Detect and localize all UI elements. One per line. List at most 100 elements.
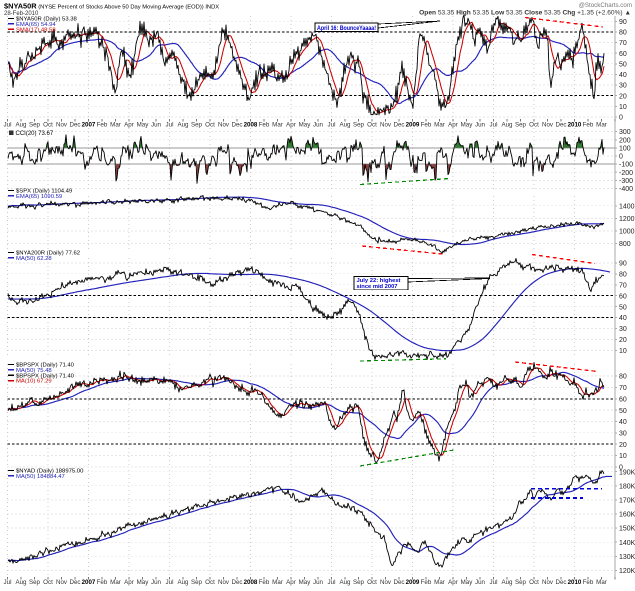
svg-text:Mar: Mar (272, 579, 283, 586)
svg-text:60: 60 (619, 51, 627, 58)
svg-text:Feb: Feb (421, 122, 432, 129)
svg-text:50: 50 (619, 304, 627, 311)
svg-text:0: 0 (619, 154, 623, 161)
svg-text:Aug: Aug (15, 579, 27, 586)
svg-text:Mar: Mar (596, 579, 607, 586)
svg-text:Nov: Nov (56, 122, 68, 129)
svg-text:30: 30 (619, 430, 627, 437)
svg-text:800: 800 (619, 241, 631, 248)
svg-text:Dec: Dec (555, 579, 566, 586)
svg-text:180K: 180K (619, 483, 635, 490)
svg-text:Oct: Oct (43, 122, 53, 129)
svg-text:-100: -100 (619, 162, 633, 169)
svg-text:Nov: Nov (218, 122, 230, 129)
svg-text:Aug: Aug (339, 579, 351, 586)
svg-text:Nov: Nov (218, 579, 230, 586)
svg-text:$NYA50R (NYSE Percent of Stock: $NYA50R (NYSE Percent of Stocks Above 50… (4, 2, 219, 11)
svg-text:Nov: Nov (380, 122, 392, 129)
svg-text:Jul: Jul (166, 122, 174, 129)
svg-text:Apr: Apr (286, 579, 296, 586)
svg-text:Feb: Feb (97, 122, 108, 129)
svg-text:60: 60 (619, 293, 627, 300)
svg-text:Nov: Nov (542, 122, 554, 129)
svg-text:$NYA50R (Daily) 53.38: $NYA50R (Daily) 53.38 (16, 17, 78, 23)
svg-text:@StockCharts.com: @StockCharts.com (579, 2, 632, 9)
svg-text:10: 10 (619, 348, 627, 355)
svg-text:170K: 170K (619, 498, 635, 505)
svg-text:20: 20 (619, 93, 627, 100)
svg-text:60: 60 (619, 396, 627, 403)
svg-text:Jun: Jun (475, 579, 486, 586)
svg-text:Nov: Nov (56, 579, 68, 586)
svg-text:Jul: Jul (166, 579, 174, 586)
svg-text:Jul: Jul (490, 579, 498, 586)
svg-text:Oct: Oct (367, 122, 377, 129)
svg-text:Sep: Sep (515, 122, 527, 129)
svg-text:0: 0 (619, 465, 623, 472)
svg-text:May: May (299, 579, 312, 586)
svg-text:Jun: Jun (475, 122, 486, 129)
svg-text:Sep: Sep (353, 579, 365, 586)
svg-text:Dec: Dec (231, 579, 242, 586)
svg-text:May: May (299, 122, 312, 129)
svg-text:Oct: Oct (367, 579, 377, 586)
svg-text:Dec: Dec (231, 122, 242, 129)
svg-text:Sep: Sep (191, 579, 203, 586)
svg-text:$BPSPX (Daily) 71.40: $BPSPX (Daily) 71.40 (16, 373, 75, 379)
svg-text:2008: 2008 (244, 122, 258, 129)
svg-text:300: 300 (619, 129, 631, 136)
svg-text:160K: 160K (619, 512, 635, 519)
svg-text:April 16: BounceYaaaa!: April 16: BounceYaaaa! (317, 25, 376, 32)
svg-text:40: 40 (619, 419, 627, 426)
svg-text:190K: 190K (619, 469, 635, 476)
svg-text:Jul: Jul (4, 122, 12, 129)
svg-text:Oct: Oct (205, 122, 215, 129)
svg-text:Mar: Mar (272, 122, 283, 129)
svg-text:MA(50) 62.28: MA(50) 62.28 (16, 256, 52, 262)
svg-text:Dec: Dec (555, 122, 566, 129)
svg-text:Apr: Apr (286, 122, 296, 129)
svg-text:70: 70 (619, 282, 627, 289)
svg-text:Sep: Sep (29, 122, 41, 129)
svg-text:Dec: Dec (393, 579, 404, 586)
svg-text:150K: 150K (619, 526, 635, 533)
svg-text:Dec: Dec (393, 122, 404, 129)
svg-text:May: May (137, 579, 150, 586)
svg-text:20: 20 (619, 442, 627, 449)
svg-text:200: 200 (619, 137, 631, 144)
svg-text:Aug: Aug (15, 122, 27, 129)
svg-text:Feb: Feb (583, 122, 594, 129)
svg-text:Aug: Aug (177, 579, 189, 586)
svg-text:80: 80 (619, 30, 627, 37)
svg-text:90: 90 (619, 19, 627, 26)
svg-text:40: 40 (619, 315, 627, 322)
svg-text:100: 100 (619, 146, 631, 153)
svg-text:Aug: Aug (501, 122, 513, 129)
svg-text:May: May (461, 122, 474, 129)
svg-text:Sep: Sep (191, 122, 203, 129)
svg-text:Oct: Oct (43, 579, 53, 586)
svg-text:Apr: Apr (124, 579, 134, 586)
svg-text:Feb: Feb (583, 579, 594, 586)
svg-text:MA(50) 75.48: MA(50) 75.48 (16, 368, 52, 374)
svg-text:Jul: Jul (328, 579, 336, 586)
svg-text:May: May (461, 579, 474, 586)
svg-text:70: 70 (619, 385, 627, 392)
svg-text:1400: 1400 (619, 203, 635, 210)
svg-text:Open 53.35 High 53.35 Low 53.3: Open 53.35 High 53.35 Low 53.35 Close 53… (419, 10, 631, 17)
svg-text:-300: -300 (619, 178, 633, 185)
svg-text:Mar: Mar (110, 122, 121, 129)
svg-text:Nov: Nov (542, 579, 554, 586)
svg-text:70: 70 (619, 40, 627, 47)
svg-text:Feb: Feb (421, 579, 432, 586)
svg-text:Jul: Jul (4, 579, 12, 586)
svg-text:Aug: Aug (339, 122, 351, 129)
svg-text:2007: 2007 (82, 579, 96, 586)
svg-text:$NYAD (Daily) 188975.00: $NYAD (Daily) 188975.00 (16, 469, 84, 475)
svg-text:Sep: Sep (353, 122, 365, 129)
svg-text:28-Feb-2010: 28-Feb-2010 (4, 11, 39, 17)
svg-text:30: 30 (619, 326, 627, 333)
svg-text:2009: 2009 (406, 579, 420, 586)
svg-text:Feb: Feb (259, 579, 270, 586)
svg-text:90: 90 (619, 261, 627, 268)
